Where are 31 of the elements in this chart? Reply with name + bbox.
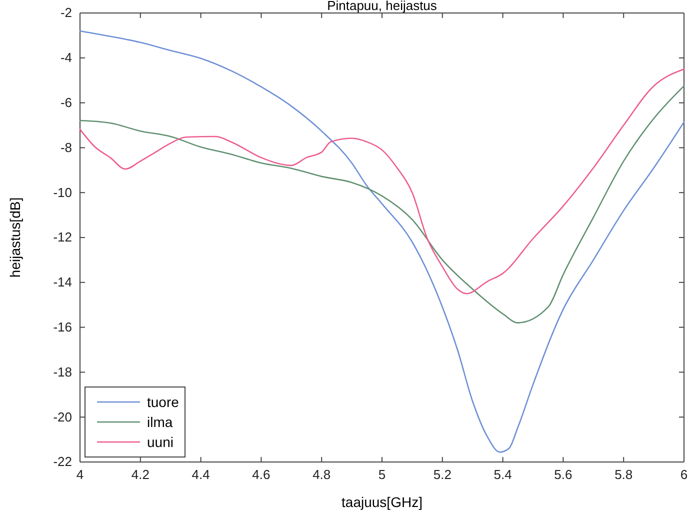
x-tick-label: 5.8 <box>614 467 633 482</box>
line-series <box>79 68 685 294</box>
x-tick-label: 4.8 <box>312 467 331 482</box>
x-tick-label: 4 <box>76 467 84 482</box>
legend-label: uuni <box>147 434 174 450</box>
legend-label: ilma <box>147 414 173 430</box>
y-tick-label: -2 <box>60 5 72 20</box>
y-tick-label: -10 <box>53 184 72 200</box>
x-tick-label: 5.4 <box>494 467 512 482</box>
y-tick-label: -4 <box>60 50 72 66</box>
y-axis-title: heijastus[dB] <box>7 197 23 278</box>
x-tick-label: 5 <box>378 467 386 482</box>
x-tick-label: 4.2 <box>131 467 150 482</box>
x-tick-label: 6 <box>680 467 688 482</box>
legend-label: tuore <box>147 394 180 410</box>
y-tick-label: -6 <box>60 94 72 110</box>
y-tick-label: -18 <box>53 364 72 380</box>
x-axis-title: taajuus[GHz] <box>342 494 422 510</box>
y-tick-label: -16 <box>53 319 72 334</box>
x-tick-label: 4.4 <box>192 467 210 482</box>
y-tick-label: -20 <box>53 409 72 424</box>
x-tick-label: 5.6 <box>554 467 572 482</box>
chart-title: Pintapuu, heijastus <box>327 0 438 13</box>
y-tick-label: -22 <box>53 454 72 470</box>
y-tick-label: -8 <box>60 140 72 155</box>
x-tick-label: 5.2 <box>433 467 452 482</box>
y-tick-label: -14 <box>53 274 72 290</box>
x-tick-label: 4.6 <box>252 467 270 482</box>
line-series <box>79 85 685 324</box>
y-tick-label: -12 <box>53 230 72 245</box>
line-series <box>79 30 685 453</box>
